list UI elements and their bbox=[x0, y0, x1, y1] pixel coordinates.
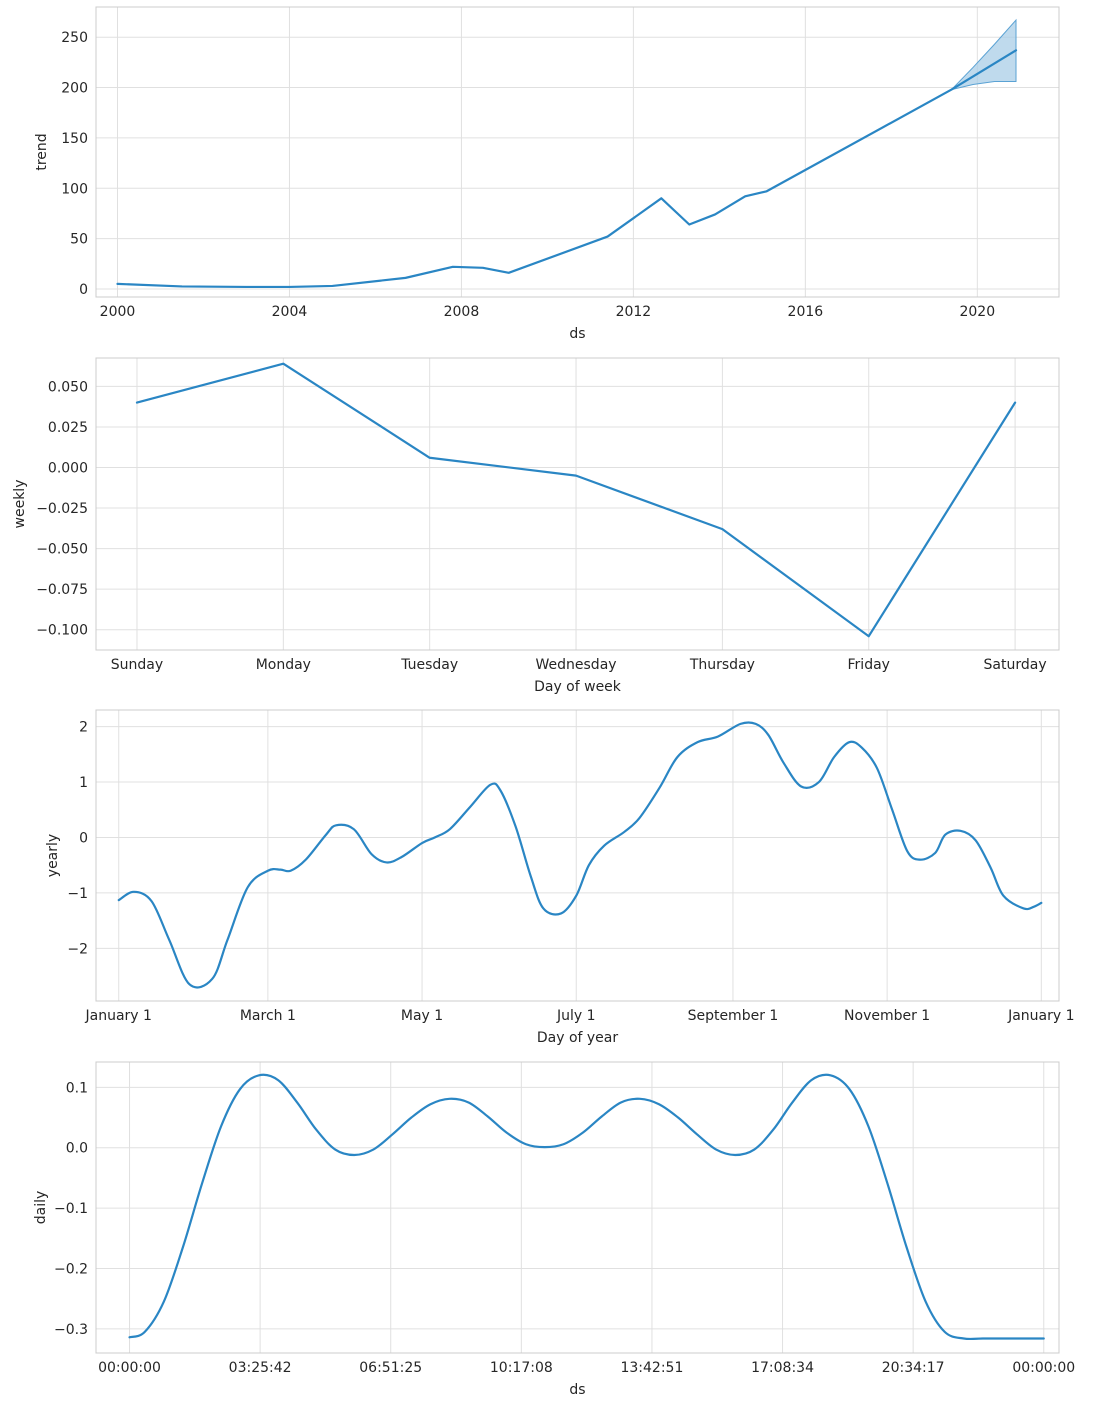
panel-4: 00:00:00 03:25:42 06:51:25 10:17:08 13:42:51… bbox=[33, 1061, 1075, 1398]
y-axis-label: trend bbox=[34, 133, 50, 170]
series-line bbox=[117, 721, 1043, 989]
series-line bbox=[135, 362, 1017, 638]
y-tick-label: −0.025 bbox=[36, 501, 88, 517]
x-tick-label: 2020 bbox=[959, 304, 995, 320]
x-tick-label: 17:08:34 bbox=[751, 1360, 814, 1376]
x-tick-label: Thursday bbox=[689, 657, 755, 673]
x-tick-label: March 1 bbox=[240, 1008, 296, 1024]
axes-frame bbox=[95, 1061, 1060, 1354]
x-tick-label: 06:51:25 bbox=[359, 1360, 422, 1376]
series-line bbox=[116, 49, 1018, 289]
y-tick-label: −0.2 bbox=[54, 1261, 88, 1277]
panel-3: January 1 March 1 May 1 July 1 September 1 No… bbox=[45, 709, 1075, 1046]
x-axis-label: ds bbox=[569, 1382, 585, 1398]
y-tick-label: 0 bbox=[79, 282, 88, 298]
x-tick-label: Saturday bbox=[984, 657, 1047, 673]
y-tick-label: −0.1 bbox=[54, 1201, 88, 1217]
x-tick-label: November 1 bbox=[844, 1008, 930, 1024]
y-tick-label: −0.100 bbox=[36, 623, 88, 639]
y-axis-label: yearly bbox=[45, 834, 61, 877]
x-tick-label: 10:17:08 bbox=[490, 1360, 553, 1376]
x-tick-label: 2012 bbox=[616, 304, 652, 320]
y-tick-label: 50 bbox=[70, 232, 88, 248]
x-tick-label: Tuesday bbox=[400, 657, 458, 673]
y-tick-label: −0.3 bbox=[54, 1322, 88, 1338]
panel-2: Sunday Monday Tuesday Wednesday Thursday Frid… bbox=[12, 357, 1060, 695]
y-tick-label: 0.025 bbox=[48, 420, 88, 436]
x-axis-label: Day of year bbox=[537, 1030, 619, 1046]
uncertainty-band bbox=[949, 18, 1017, 91]
y-tick-label: −0.075 bbox=[36, 582, 88, 598]
y-axis-label: daily bbox=[33, 1191, 49, 1225]
axes-frame bbox=[95, 6, 1060, 298]
x-tick-label: 00:00:00 bbox=[1012, 1360, 1075, 1376]
y-tick-label: −2 bbox=[67, 941, 88, 957]
x-tick-label: May 1 bbox=[401, 1008, 443, 1024]
x-tick-label: Friday bbox=[848, 657, 890, 673]
x-tick-label: July 1 bbox=[556, 1008, 596, 1024]
y-tick-label: 0.1 bbox=[66, 1080, 88, 1096]
y-tick-label: 0.0 bbox=[66, 1141, 88, 1157]
y-tick-label: 150 bbox=[61, 131, 88, 147]
x-axis-label: ds bbox=[569, 326, 585, 342]
y-tick-label: 250 bbox=[61, 30, 88, 46]
y-tick-label: 0.000 bbox=[48, 461, 88, 477]
y-tick-label: 0 bbox=[79, 830, 88, 846]
y-tick-label: 100 bbox=[61, 181, 88, 197]
x-tick-label: 2004 bbox=[272, 304, 308, 320]
axes-frame bbox=[95, 357, 1060, 651]
y-tick-label: −0.050 bbox=[36, 542, 88, 558]
axes-frame bbox=[95, 709, 1060, 1002]
panel-1: 2000 2004 2008 2012 2016 2020 0 50 100 150 200 250 d… bbox=[34, 6, 1060, 342]
y-axis-label: weekly bbox=[12, 480, 28, 529]
x-tick-label: 00:00:00 bbox=[98, 1360, 161, 1376]
x-tick-label: Wednesday bbox=[536, 657, 617, 673]
series-line bbox=[128, 1073, 1045, 1341]
x-axis-label: Day of week bbox=[534, 679, 622, 695]
y-tick-label: 2 bbox=[79, 720, 88, 736]
y-tick-label: 1 bbox=[79, 775, 88, 791]
x-tick-label: 20:34:17 bbox=[882, 1360, 945, 1376]
y-tick-label: 200 bbox=[61, 81, 88, 97]
x-tick-label: 2016 bbox=[788, 304, 824, 320]
x-tick-label: January 1 bbox=[85, 1008, 152, 1024]
x-tick-label: 2000 bbox=[100, 304, 136, 320]
x-tick-label: 13:42:51 bbox=[620, 1360, 683, 1376]
x-tick-label: Sunday bbox=[111, 657, 163, 673]
x-tick-label: 2008 bbox=[444, 304, 480, 320]
y-tick-label: 0.050 bbox=[48, 379, 88, 395]
x-tick-label: 03:25:42 bbox=[229, 1360, 292, 1376]
x-tick-label: Monday bbox=[256, 657, 311, 673]
x-tick-label: September 1 bbox=[688, 1008, 779, 1024]
y-tick-label: −1 bbox=[67, 886, 88, 902]
x-tick-label: January 1 bbox=[1007, 1008, 1074, 1024]
